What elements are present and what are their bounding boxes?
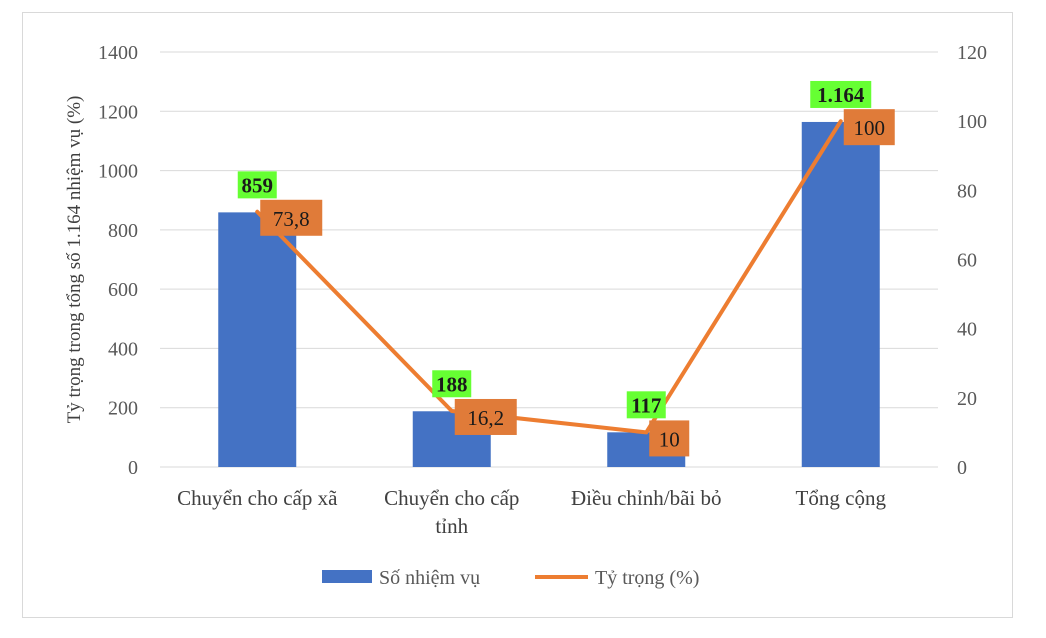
y-left-tick-label: 800: [108, 220, 138, 242]
line-data-label: 16,2: [467, 406, 504, 430]
line-series: [255, 119, 843, 435]
bar: [801, 121, 880, 467]
bar-label-box: [432, 370, 472, 398]
legend-swatch-bars: [322, 570, 372, 583]
x-category-label: Chuyển cho cấp: [384, 486, 519, 510]
line-label-box: [260, 199, 323, 236]
y-right-tick-label: 120: [957, 42, 987, 64]
y-left-tick-label: 600: [108, 279, 138, 301]
y-right-tick-label: 80: [957, 180, 977, 202]
x-category-label: Điều chỉnh/bãi bỏ: [571, 486, 721, 510]
y-right-tick-label: 20: [957, 388, 977, 410]
x-category-label: tỉnh: [435, 514, 468, 538]
legend-label-line: Tỷ trọng (%): [595, 567, 699, 589]
x-category-label: Tổng cộng: [796, 486, 887, 510]
line-label-box: [454, 398, 517, 435]
bar-label-box: [237, 171, 277, 199]
y-left-tick-label: 0: [128, 457, 138, 479]
y-right-tick-label: 0: [957, 457, 967, 479]
y-right-tick-label: 60: [957, 250, 977, 272]
line-data-label: 73,8: [273, 207, 310, 231]
y-left-tick-label: 1400: [98, 42, 138, 64]
line-data-label: 100: [854, 116, 886, 140]
line-data-label: 10: [659, 427, 680, 451]
bar-data-label: 117: [631, 393, 661, 417]
x-category-label: Chuyển cho cấp xã: [177, 486, 338, 510]
y-axis-title: Tỷ trọng trong tổng số 1.164 nhiệm vụ (%…: [64, 96, 85, 424]
y-left-tick-label: 1200: [98, 101, 138, 123]
line-label-box: [649, 420, 690, 457]
y-right-tick-label: 100: [957, 111, 987, 133]
y-right-tick-label: 40: [957, 319, 977, 341]
y-left-tick-label: 1000: [98, 161, 138, 183]
y-left-tick-label: 200: [108, 398, 138, 420]
bar-data-label: 188: [436, 372, 468, 396]
line-label-box: [843, 109, 895, 146]
y-left-tick-label: 400: [108, 338, 138, 360]
bar-label-box: [626, 391, 666, 419]
bar-data-label: 1.164: [817, 83, 865, 107]
bar-label-box: [810, 80, 872, 108]
bar-data-label: 859: [242, 173, 274, 197]
legend-label-bars: Số nhiệm vụ: [379, 567, 480, 589]
bar: [218, 212, 297, 467]
